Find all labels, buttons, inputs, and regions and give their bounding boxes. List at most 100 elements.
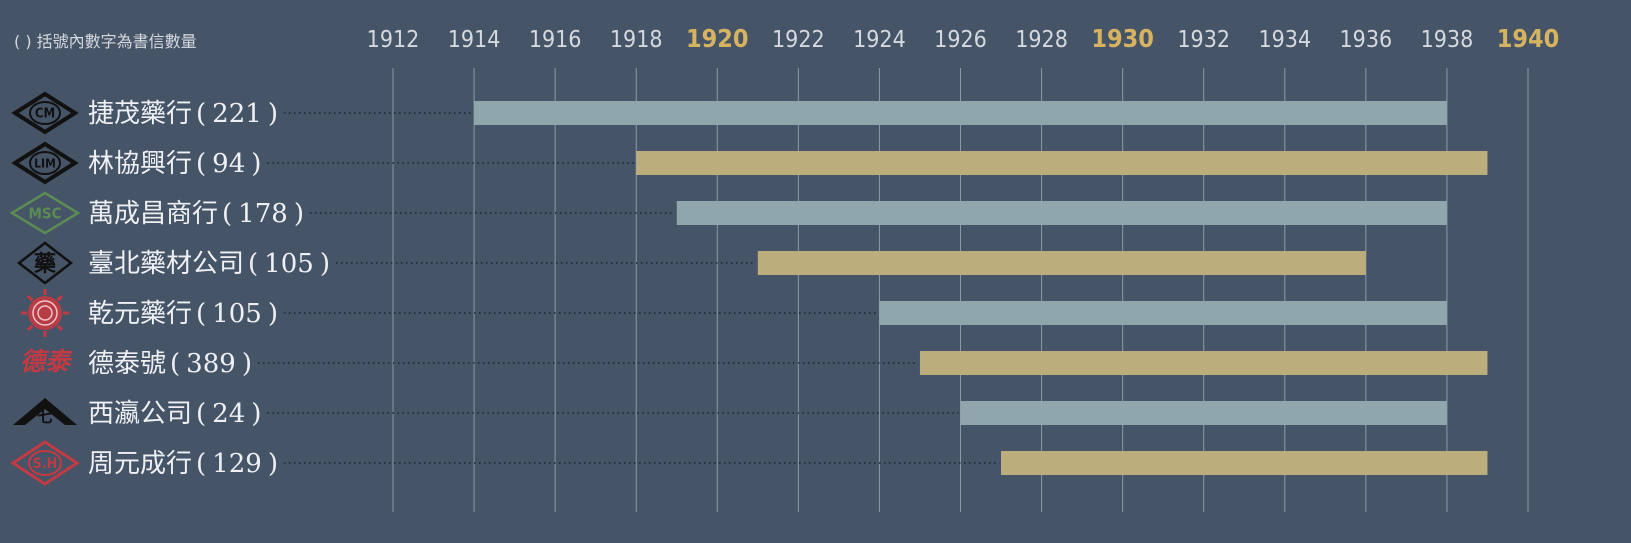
tick-label-1920: 1920	[686, 24, 749, 53]
tick-label-1926: 1926	[934, 27, 987, 53]
company-name: 捷茂藥行	[88, 99, 192, 129]
letter-count: 94	[212, 149, 245, 179]
tick-label-1938: 1938	[1421, 27, 1474, 53]
diamond-frame	[10, 440, 80, 486]
tick-label-1916: 1916	[529, 27, 582, 53]
count-paren-open: (	[222, 199, 232, 229]
logo-text-sh: S.H	[33, 456, 57, 472]
tick-label-1924: 1924	[853, 27, 906, 53]
count-paren-close: )	[320, 249, 330, 279]
tick-label-1936: 1936	[1340, 27, 1393, 53]
red-seal-logo	[21, 289, 69, 337]
tick-label-1918: 1918	[610, 27, 663, 53]
logo-text-medicine: 藥	[33, 251, 57, 277]
logo-ring	[28, 450, 62, 476]
bar-7	[960, 401, 1447, 425]
letter-count: 129	[212, 449, 262, 479]
tick-label-1932: 1932	[1177, 27, 1230, 53]
count-paren-open: (	[196, 99, 206, 129]
letter-count: 178	[238, 199, 288, 229]
mountain-logo: 七	[13, 398, 77, 426]
letter-count: 389	[186, 349, 236, 379]
lim-diamond-logo: LIM	[11, 141, 79, 185]
bar-2	[636, 151, 1488, 175]
company-name: 萬成昌商行	[88, 199, 218, 229]
year-axis: 1912 1914 1916 1918 1920 1922 1924 1926 1928 1930…	[367, 24, 1560, 53]
bar-8	[1001, 451, 1488, 475]
seal-ray	[26, 294, 34, 302]
count-paren-open: (	[170, 349, 180, 379]
logo-text-cm: CM	[35, 107, 55, 122]
tick-label-1914: 1914	[448, 27, 501, 53]
bars	[474, 101, 1488, 475]
tick-label-1922: 1922	[772, 27, 825, 53]
logo-text-lim: LIM	[34, 156, 56, 170]
tick-label-1934: 1934	[1258, 27, 1311, 53]
cm-diamond-logo: CM	[11, 91, 79, 135]
logo-ring	[29, 101, 61, 125]
bar-5	[879, 301, 1447, 325]
count-paren-open: (	[248, 249, 258, 279]
tick-label-1930: 1930	[1091, 24, 1154, 53]
seal-ray	[56, 294, 64, 302]
count-paren-open: (	[196, 399, 206, 429]
company-label-8: 周元成行(129)	[88, 449, 278, 479]
bar-4	[757, 251, 1366, 275]
count-paren-close: )	[268, 99, 278, 129]
mountain-shape	[13, 398, 77, 425]
letter-count: 105	[212, 299, 262, 329]
company-label-2: 林協興行(94)	[88, 149, 261, 179]
bar-1	[474, 101, 1447, 125]
diamond-frame	[11, 91, 79, 135]
company-label-1: 捷茂藥行(221)	[88, 99, 278, 129]
count-paren-close: )	[268, 449, 278, 479]
leader-lines	[257, 112, 1000, 464]
company-name: 乾元藥行	[88, 299, 192, 329]
company-name: 周元成行	[88, 449, 192, 479]
company-label-6: 德泰號(389)	[88, 349, 252, 379]
calligraphy-logo: 德泰	[20, 347, 73, 376]
tick-label-1928: 1928	[1015, 27, 1068, 53]
count-paren-close: )	[268, 299, 278, 329]
bar-6	[919, 351, 1488, 375]
seal-ray	[26, 324, 34, 332]
chart-note: ( ) 括號內數字為書信數量	[14, 32, 197, 51]
logo-text-mountain: 七	[37, 407, 53, 426]
company-label-7: 西瀛公司(24)	[88, 399, 261, 429]
sh-diamond-logo: S.H	[10, 440, 80, 486]
company-name: 德泰號	[88, 349, 166, 379]
tick-label-1940: 1940	[1497, 24, 1560, 53]
medicine-diamond-logo: 藥	[16, 241, 74, 285]
count-paren-close: )	[251, 149, 261, 179]
diamond-frame	[16, 241, 74, 285]
gridlines	[392, 68, 1529, 512]
count-paren-close: )	[294, 199, 304, 229]
logo-ring	[29, 151, 61, 175]
count-paren-close: )	[251, 399, 261, 429]
company-label-4: 臺北藥材公司(105)	[88, 249, 330, 279]
letter-count: 24	[212, 399, 245, 429]
seal-ring-outer	[32, 300, 58, 326]
count-paren-open: (	[196, 299, 206, 329]
diamond-frame	[9, 191, 81, 235]
logo-text-calligraphy: 德泰	[20, 347, 73, 376]
msc-diamond-logo: MSC	[9, 191, 81, 235]
letter-count: 105	[264, 249, 314, 279]
company-name: 林協興行	[88, 149, 192, 179]
company-label-5: 乾元藥行(105)	[88, 299, 278, 329]
count-paren-close: )	[242, 349, 252, 379]
company-name: 西瀛公司	[88, 399, 192, 429]
seal-ring-inner	[37, 305, 53, 321]
tick-label-1912: 1912	[367, 27, 420, 53]
letter-count: 221	[212, 99, 262, 129]
seal-ray	[56, 324, 64, 332]
company-label-3: 萬成昌商行(178)	[88, 199, 304, 229]
diamond-frame	[11, 141, 79, 185]
count-paren-open: (	[196, 149, 206, 179]
count-paren-open: (	[196, 449, 206, 479]
company-labels: 捷茂藥行(221)林協興行(94)萬成昌商行(178)臺北藥材公司(105)乾元…	[88, 99, 330, 479]
bar-3	[676, 201, 1447, 225]
